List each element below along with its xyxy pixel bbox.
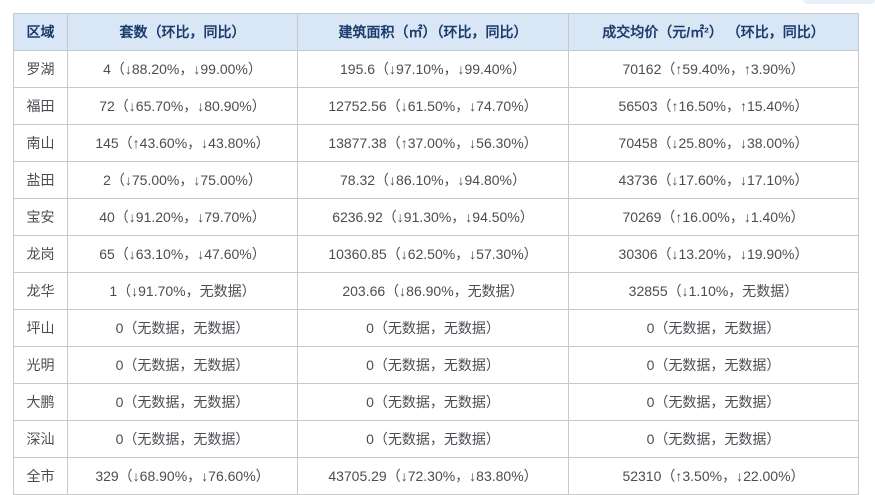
units-cell: 145（↑43.60%，↓43.80%） (67, 124, 298, 162)
column-header-price: 成交均价（元/㎡²） （环比，同比） (568, 13, 859, 51)
table-row: 龙岗 65（↓63.10%，↓47.60%） 10360.85（↓62.50%，↓5… (13, 235, 859, 273)
table-row: 坪山 0（无数据，无数据） 0（无数据，无数据） 0（无数据，无数据） (13, 309, 859, 347)
units-cell: 4（↓88.20%，↓99.00%） (67, 50, 298, 88)
area-cell: 0（无数据，无数据） (297, 420, 569, 458)
district-cell: 深汕 (13, 420, 68, 458)
table-row: 盐田 2（↓75.00%，↓75.00%） 78.32（↓86.10%，↓94.80… (13, 161, 859, 199)
table-row: 深汕 0（无数据，无数据） 0（无数据，无数据） 0（无数据，无数据） (13, 420, 859, 458)
district-cell: 罗湖 (13, 50, 68, 88)
table-row: 南山 145（↑43.60%，↓43.80%） 13877.38（↑37.00%，↓… (13, 124, 859, 162)
district-cell: 南山 (13, 124, 68, 162)
district-transactions-table: 区域 套数（环比，同比） 建筑面积（㎡）（环比，同比） 成交均价（元/㎡²） （… (13, 13, 859, 495)
area-cell: 203.66（↓86.90%，无数据） (297, 272, 569, 310)
price-cell: 70458（↓25.80%，↓38.00%） (568, 124, 859, 162)
price-cell: 0（无数据，无数据） (568, 309, 859, 347)
district-cell: 大鹏 (13, 383, 68, 421)
units-cell: 0（无数据，无数据） (67, 420, 298, 458)
area-cell: 6236.92（↓91.30%，↓94.50%） (297, 198, 569, 236)
table-row: 大鹏 0（无数据，无数据） 0（无数据，无数据） 0（无数据，无数据） (13, 383, 859, 421)
table-row: 龙华 1（↓91.70%，无数据） 203.66（↓86.90%，无数据） 32855… (13, 272, 859, 310)
area-cell: 10360.85（↓62.50%，↓57.30%） (297, 235, 569, 273)
area-cell: 13877.38（↑37.00%，↓56.30%） (297, 124, 569, 162)
table-header: 区域 套数（环比，同比） 建筑面积（㎡）（环比，同比） 成交均价（元/㎡²） （… (13, 13, 859, 51)
district-cell: 全市 (13, 457, 68, 495)
area-cell: 0（无数据，无数据） (297, 309, 569, 347)
price-cell: 52310（↑3.50%，↓22.00%） (568, 457, 859, 495)
district-cell: 龙华 (13, 272, 68, 310)
table-row: 宝安 40（↓91.20%，↓79.70%） 6236.92（↓91.30%，↓94… (13, 198, 859, 236)
table-row: 罗湖 4（↓88.20%，↓99.00%） 195.6（↓97.10%，↓99.40… (13, 50, 859, 88)
price-cell: 0（无数据，无数据） (568, 346, 859, 384)
units-cell: 0（无数据，无数据） (67, 346, 298, 384)
price-cell: 0（无数据，无数据） (568, 420, 859, 458)
price-cell: 70162（↑59.40%，↑3.90%） (568, 50, 859, 88)
table-row: 全市 329（↓68.90%，↓76.60%） 43705.29（↓72.30%，↓… (13, 457, 859, 495)
units-cell: 0（无数据，无数据） (67, 383, 298, 421)
district-cell: 坪山 (13, 309, 68, 347)
price-cell: 32855（↓1.10%，无数据） (568, 272, 859, 310)
column-header-district: 区域 (13, 13, 68, 51)
units-cell: 0（无数据，无数据） (67, 309, 298, 347)
area-cell: 12752.56（↓61.50%，↓74.70%） (297, 87, 569, 125)
units-cell: 1（↓91.70%，无数据） (67, 272, 298, 310)
table-row: 福田 72（↓65.70%，↓80.90%） 12752.56（↓61.50%，↓7… (13, 87, 859, 125)
district-cell: 盐田 (13, 161, 68, 199)
district-cell: 光明 (13, 346, 68, 384)
price-cell: 30306（↓13.20%，↓19.90%） (568, 235, 859, 273)
district-cell: 宝安 (13, 198, 68, 236)
table-row: 光明 0（无数据，无数据） 0（无数据，无数据） 0（无数据，无数据） (13, 346, 859, 384)
area-cell: 0（无数据，无数据） (297, 383, 569, 421)
column-header-units: 套数（环比，同比） (67, 13, 298, 51)
area-cell: 195.6（↓97.10%，↓99.40%） (297, 50, 569, 88)
district-transactions-table-wrap: 区域 套数（环比，同比） 建筑面积（㎡）（环比，同比） 成交均价（元/㎡²） （… (13, 13, 859, 495)
area-cell: 0（无数据，无数据） (297, 346, 569, 384)
price-cell: 70269（↑16.00%，↓1.40%） (568, 198, 859, 236)
district-cell: 龙岗 (13, 235, 68, 273)
units-cell: 329（↓68.90%，↓76.60%） (67, 457, 298, 495)
price-cell: 56503（↑16.50%，↑15.40%） (568, 87, 859, 125)
units-cell: 72（↓65.70%，↓80.90%） (67, 87, 298, 125)
district-cell: 福田 (13, 87, 68, 125)
table-body: 罗湖 4（↓88.20%，↓99.00%） 195.6（↓97.10%，↓99.40… (13, 50, 859, 495)
area-cell: 43705.29（↓72.30%，↓83.80%） (297, 457, 569, 495)
units-cell: 40（↓91.20%，↓79.70%） (67, 198, 298, 236)
header-row: 区域 套数（环比，同比） 建筑面积（㎡）（环比，同比） 成交均价（元/㎡²） （… (13, 13, 859, 51)
column-header-area: 建筑面积（㎡）（环比，同比） (297, 13, 569, 51)
units-cell: 2（↓75.00%，↓75.00%） (67, 161, 298, 199)
price-cell: 0（无数据，无数据） (568, 383, 859, 421)
area-cell: 78.32（↓86.10%，↓94.80%） (297, 161, 569, 199)
top-right-partial-button (803, 0, 875, 4)
price-cell: 43736（↓17.60%，↓17.10%） (568, 161, 859, 199)
units-cell: 65（↓63.10%，↓47.60%） (67, 235, 298, 273)
